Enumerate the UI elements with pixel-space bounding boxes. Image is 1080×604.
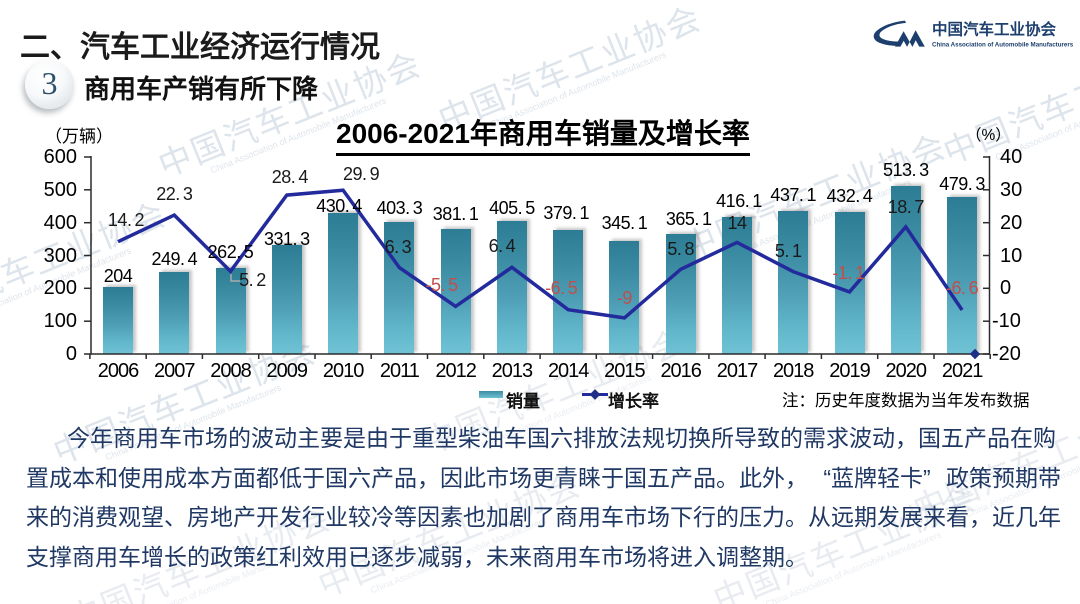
svg-text:中国汽车工业协会: 中国汽车工业协会 [932, 20, 1057, 39]
svg-text:China Association of Automobil: China Association of Automobile Manufact… [932, 42, 1074, 49]
